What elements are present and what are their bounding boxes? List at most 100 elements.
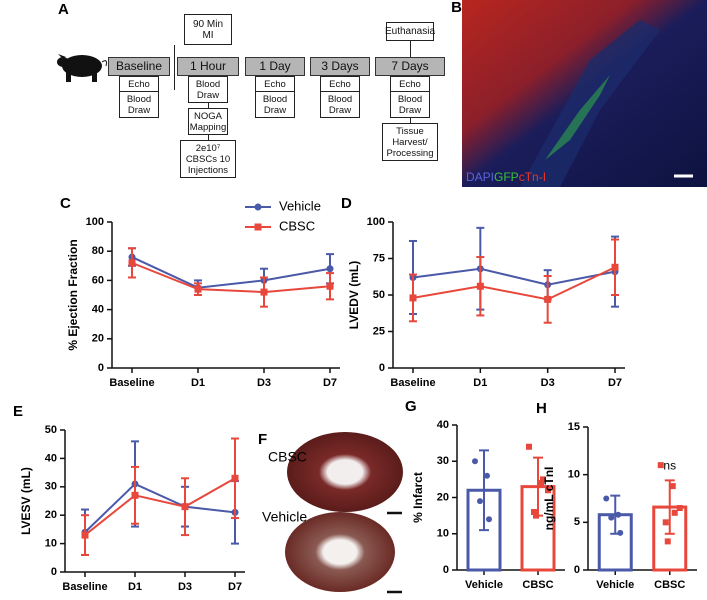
y-tick-label: 10 — [437, 528, 449, 540]
series-line — [84, 482, 236, 533]
marker — [476, 282, 484, 290]
marker — [617, 529, 624, 536]
y-tick-label: 0 — [51, 566, 57, 578]
step-box: Tissue Harvest/ Processing — [382, 123, 438, 161]
y-tick-label: 15 — [568, 421, 580, 433]
marker — [128, 259, 136, 267]
x-tick-label: D7 — [608, 377, 622, 389]
marker — [676, 505, 683, 512]
step-box: Blood Draw — [320, 91, 360, 118]
stain-label: cTn-I — [519, 170, 546, 184]
y-tick-label: 30 — [45, 481, 57, 493]
heart-images — [285, 432, 403, 594]
x-tick-label: D7 — [228, 581, 242, 593]
y-tick-label: 20 — [92, 333, 104, 345]
panel-letter: D — [341, 195, 352, 212]
marker — [254, 223, 262, 231]
y-tick-label: 20 — [45, 509, 57, 521]
stage-box: 3 Days — [310, 57, 370, 76]
stain-legend: DAPIGFPcTn-I — [466, 170, 546, 184]
x-tick-label: D3 — [178, 581, 192, 593]
marker — [545, 487, 551, 494]
image-label: Vehicle — [262, 509, 307, 525]
marker — [326, 282, 334, 290]
marker — [538, 480, 544, 486]
legend-label: Vehicle — [279, 198, 321, 213]
y-axis-label: LVEDV (mL) — [347, 261, 361, 329]
y-tick-label: 75 — [373, 252, 385, 264]
y-tick-label: 0 — [98, 362, 104, 374]
series-line — [412, 267, 616, 286]
step-box: NOGA Mapping — [188, 108, 228, 135]
connector — [410, 117, 411, 123]
step-box: 2e10⁷ CBSCs 10 Injections — [180, 140, 236, 178]
micrograph — [462, 0, 707, 187]
marker — [611, 263, 619, 271]
y-tick-label: 5 — [574, 516, 580, 528]
x-tick-label: Baseline — [109, 377, 154, 389]
marker — [81, 531, 89, 539]
stage-box: 1 Day — [245, 57, 305, 76]
y-tick-label: 0 — [443, 564, 449, 576]
step-box: Blood Draw — [119, 91, 159, 118]
x-tick-label: D3 — [257, 377, 271, 389]
marker — [409, 294, 417, 302]
marker — [533, 512, 539, 519]
stain-label: DAPI — [466, 170, 494, 184]
step-box: Echo — [255, 76, 295, 92]
connector — [174, 45, 175, 90]
y-tick-label: 30 — [437, 455, 449, 467]
marker — [131, 491, 139, 499]
x-tick-label: D1 — [191, 377, 205, 389]
y-axis-label: % Infarct — [411, 472, 425, 523]
pig-icon — [57, 54, 107, 82]
marker — [326, 265, 334, 273]
panel-letter: C — [60, 195, 71, 212]
y-tick-label: 40 — [92, 304, 104, 316]
series-line — [412, 266, 616, 301]
marker — [254, 203, 262, 211]
annotation: ns — [663, 459, 676, 473]
x-tick-label: Baseline — [390, 377, 435, 389]
y-tick-label: 100 — [367, 216, 385, 228]
y-axis-label: ng/mL cTnI — [542, 467, 556, 531]
marker — [671, 509, 678, 516]
marker — [615, 511, 622, 518]
x-tick-label: D1 — [128, 581, 142, 593]
x-tick-label: D7 — [323, 377, 337, 389]
marker — [608, 514, 615, 521]
panel-letter: H — [536, 400, 547, 417]
x-tick-label: Vehicle — [596, 579, 634, 591]
marker — [472, 458, 478, 465]
y-tick-label: 40 — [45, 452, 57, 464]
marker — [662, 519, 669, 526]
marker — [657, 462, 664, 469]
x-tick-label: CBSC — [654, 579, 685, 591]
x-tick-label: Vehicle — [465, 579, 503, 591]
marker — [544, 295, 552, 303]
panel-letter: F — [258, 431, 267, 448]
series-line — [131, 256, 331, 289]
x-tick-label: CBSC — [522, 579, 553, 591]
event-box: 90 Min MI — [184, 14, 232, 45]
panel-letter: A — [58, 1, 69, 18]
marker — [486, 516, 492, 523]
legend-label: CBSC — [279, 218, 315, 233]
connector — [410, 41, 411, 57]
y-tick-label: 100 — [86, 216, 104, 228]
connector — [208, 134, 209, 140]
marker — [531, 509, 537, 515]
stage-box: Baseline — [108, 57, 170, 76]
y-axis-label: LVESV (mL) — [19, 467, 33, 535]
y-tick-label: 20 — [437, 491, 449, 503]
stage-box: 7 Days — [375, 57, 445, 76]
x-tick-label: Baseline — [62, 581, 107, 593]
marker — [260, 288, 268, 296]
marker — [484, 472, 490, 479]
y-tick-label: 0 — [574, 564, 580, 576]
y-tick-label: 80 — [92, 245, 104, 257]
stage-box: 1 Hour — [177, 57, 239, 76]
marker — [181, 503, 189, 511]
